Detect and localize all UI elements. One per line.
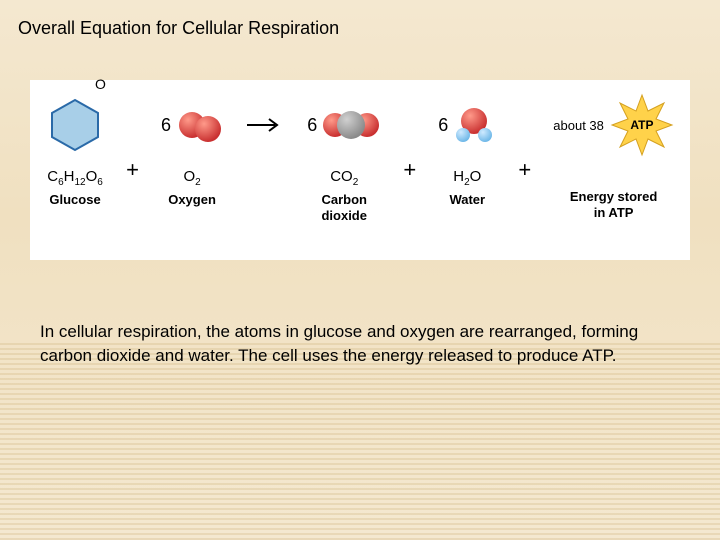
co2-coef: 6 (307, 115, 317, 136)
co2-graphic: 6 (307, 90, 381, 160)
water-name: Water (449, 192, 485, 208)
atp-star-label: ATP (630, 118, 653, 132)
atp-cell: about 38 ATP Energy storedin ATP (553, 90, 674, 250)
water-cell: 6 H2O Water (438, 90, 496, 250)
glucose-graphic: O (46, 90, 104, 160)
water-coef: 6 (438, 115, 448, 136)
water-formula: H2O (453, 168, 481, 188)
glucose-name: Glucose (49, 192, 100, 208)
reaction-arrow-icon (245, 115, 285, 135)
arrow-cell (245, 90, 285, 250)
arrow-graphic (245, 90, 285, 160)
co2-molecule-icon (321, 105, 381, 145)
atp-graphic: about 38 ATP (553, 90, 674, 160)
oxygen-formula: O2 (183, 168, 200, 188)
equation-diagram: O C6H12O6 Glucose + 6 O2 (30, 80, 690, 260)
oxygen-cell: 6 O2 Oxygen (161, 90, 223, 250)
background-stripes (0, 340, 720, 540)
oxygen-name: Oxygen (168, 192, 216, 208)
page-title: Overall Equation for Cellular Respiratio… (18, 18, 339, 39)
oxygen-graphic: 6 (161, 90, 223, 160)
description-text: In cellular respiration, the atoms in gl… (40, 320, 660, 368)
plus-3: + (518, 135, 531, 205)
co2-name: Carbondioxide (321, 192, 367, 223)
oxygen-molecule-icon (175, 105, 223, 145)
oxygen-coef: 6 (161, 115, 171, 136)
plus-2: + (403, 135, 416, 205)
glucose-cell: O C6H12O6 Glucose (46, 90, 104, 250)
co2-cell: 6 CO2 Carbondioxide (307, 90, 381, 250)
atp-star-wrap: ATP (610, 93, 674, 157)
atp-name: Energy storedin ATP (570, 189, 657, 220)
atp-formula-spacer (612, 168, 616, 185)
glucose-hexagon-icon (46, 96, 104, 154)
water-molecule-icon (452, 105, 496, 145)
water-graphic: 6 (438, 90, 496, 160)
co2-formula: CO2 (330, 168, 358, 188)
glucose-formula: C6H12O6 (47, 168, 103, 188)
glucose-o-label: O (95, 76, 106, 92)
plus-1: + (126, 135, 139, 205)
hexagon-shape (52, 100, 98, 150)
atp-about: about 38 (553, 118, 604, 133)
